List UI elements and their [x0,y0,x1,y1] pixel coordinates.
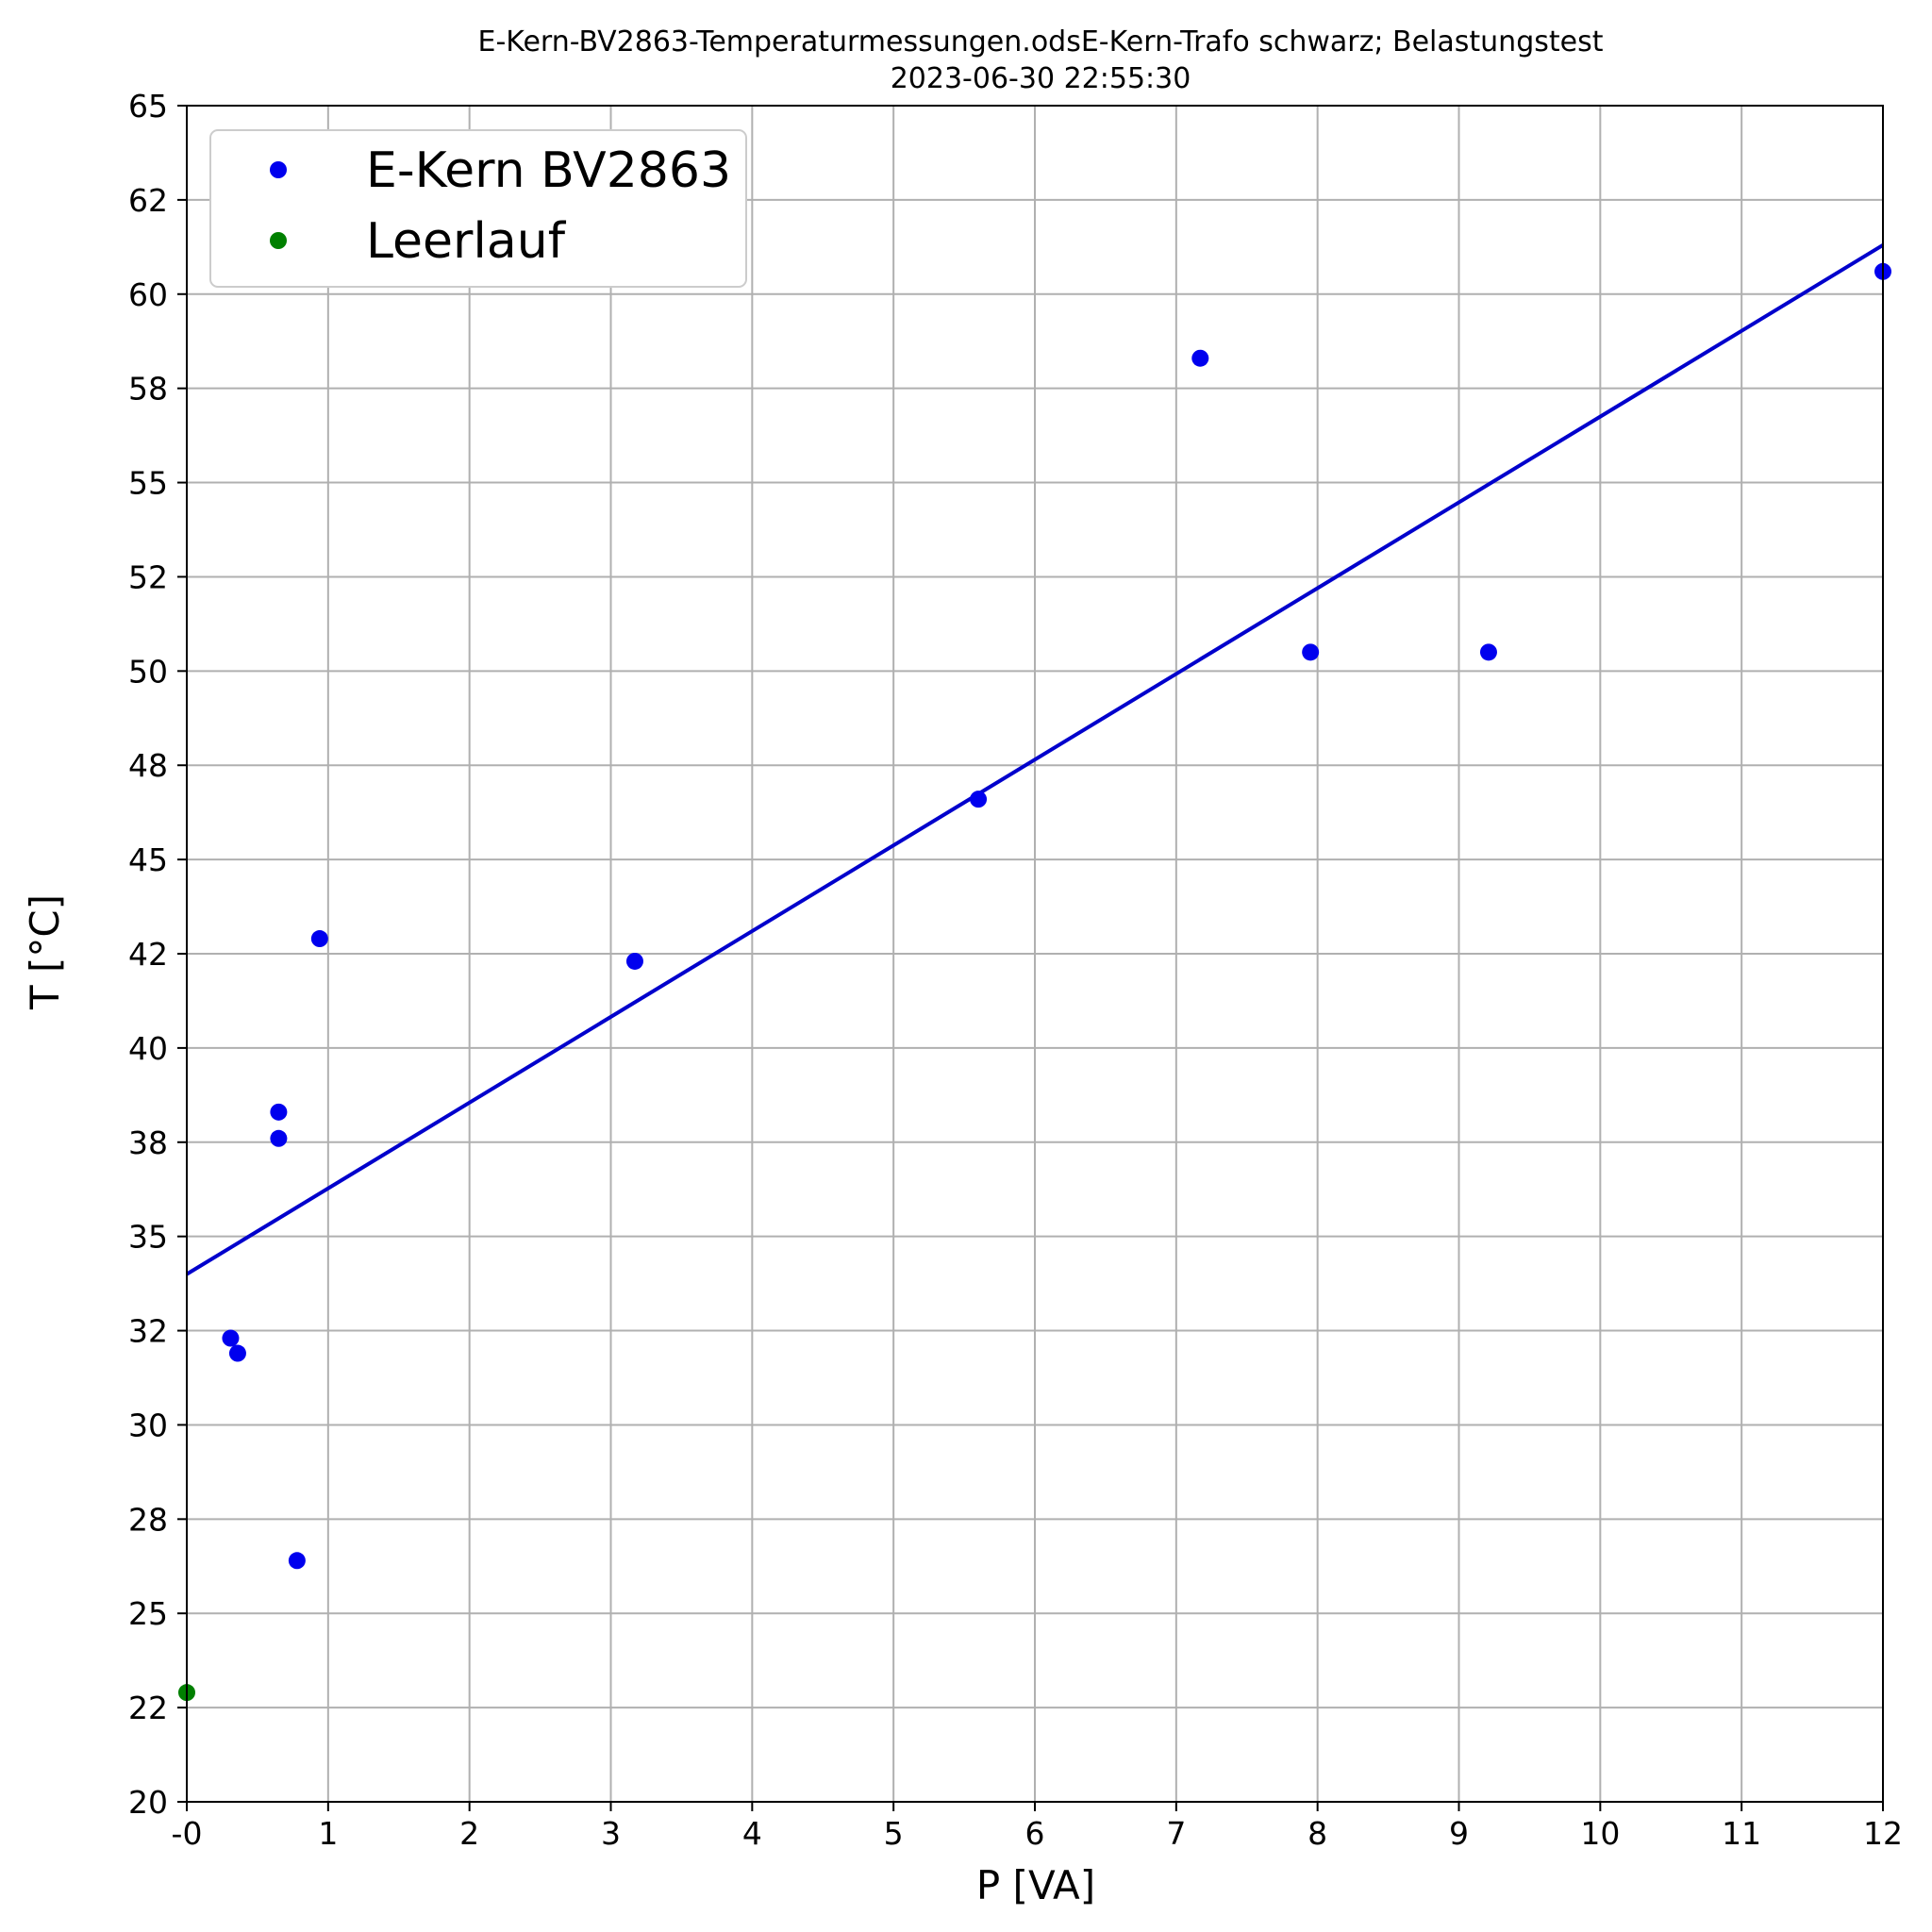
x-tick-label: 12 [1863,1815,1903,1852]
y-tick-label: 60 [128,276,168,313]
legend: E-Kern BV2863 Leerlauf [209,129,747,288]
x-tick-label: 9 [1449,1815,1469,1852]
x-tick-label: 7 [1166,1815,1186,1852]
data-point-e-kern [1302,643,1320,661]
legend-label-e-kern: E-Kern BV2863 [366,142,731,199]
y-tick-label: 42 [128,936,168,973]
data-point-e-kern [970,791,988,808]
y-tick-label: 65 [128,88,168,125]
y-axis-label: T [°C] [22,894,68,1010]
x-tick-label: 1 [318,1815,338,1852]
data-points [178,262,1891,1702]
x-tick-label: 3 [601,1815,621,1852]
x-tick-label: 4 [742,1815,762,1852]
chart-title: E-Kern-BV2863-Temperaturmessungen.odsE-K… [478,25,1604,58]
data-point-e-kern [625,952,643,970]
data-point-e-kern [270,1129,288,1147]
data-point-e-kern [222,1329,240,1347]
data-point-e-kern [288,1552,306,1570]
y-tick-label: 55 [128,465,168,502]
x-tick-label: 5 [884,1815,904,1852]
chart-subtitle: 2023-06-30 22:55:30 [891,62,1191,95]
y-tick-label: 32 [128,1313,168,1350]
y-tick-label: 35 [128,1219,168,1256]
y-tick-label: 62 [128,182,168,219]
y-tick-label: 52 [128,558,168,595]
data-point-e-kern [270,1103,288,1121]
x-axis-label: P [VA] [976,1862,1095,1908]
y-tick-label: 45 [128,841,168,878]
x-tick-label: 10 [1580,1815,1620,1852]
y-axis-ticks: 20 22 25 28 30 32 35 38 40 42 45 48 50 52 55 58 60 62 65 [128,88,187,1821]
data-point-e-kern [1191,349,1209,367]
data-point-e-kern [1479,643,1497,661]
legend-label-leerlauf: Leerlauf [366,213,567,270]
fit-line-group [185,243,1885,1276]
legend-marker-leerlauf [270,232,287,249]
y-tick-label: 20 [128,1784,168,1821]
legend-marker-e-kern [270,161,287,178]
y-tick-label: 25 [128,1595,168,1632]
fit-line [185,243,1885,1276]
x-axis-ticks: -0 1 2 3 4 5 6 7 8 9 10 11 12 [172,1802,1903,1852]
x-tick-label: 8 [1307,1815,1327,1852]
y-tick-label: 50 [128,653,168,690]
data-point-e-kern [310,930,328,948]
y-tick-label: 30 [128,1407,168,1443]
y-tick-label: 22 [128,1690,168,1726]
x-tick-label: -0 [172,1815,203,1852]
y-tick-label: 40 [128,1030,168,1067]
legend-box [209,129,747,288]
y-tick-label: 48 [128,747,168,784]
y-tick-label: 58 [128,371,168,408]
y-tick-label: 28 [128,1501,168,1538]
x-tick-label: 2 [459,1815,479,1852]
x-tick-label: 11 [1722,1815,1761,1852]
data-point-e-kern [228,1344,246,1362]
y-tick-label: 38 [128,1124,168,1161]
x-tick-label: 6 [1025,1815,1045,1852]
